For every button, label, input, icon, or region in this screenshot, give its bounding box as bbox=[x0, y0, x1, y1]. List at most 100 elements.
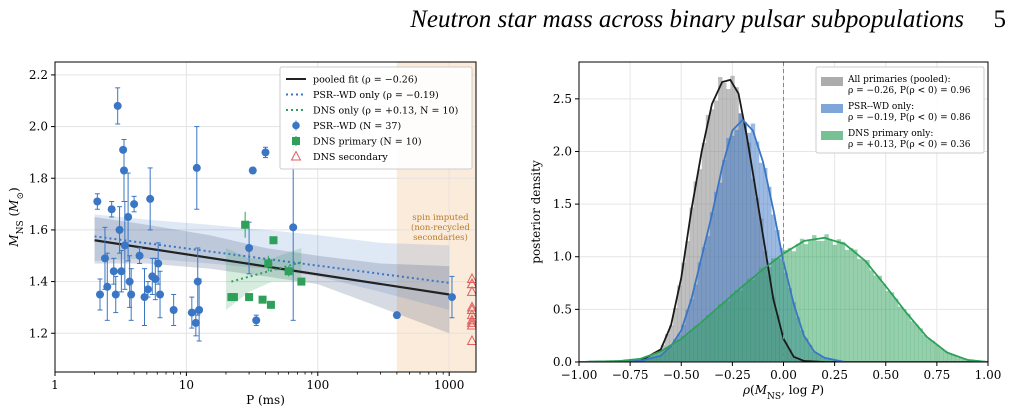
dns-hist-bar bbox=[656, 352, 662, 362]
legend-swatch-dns-secondary bbox=[290, 150, 302, 161]
dns-primary-point bbox=[229, 293, 238, 302]
psr-wd-marker bbox=[245, 244, 254, 252]
x-tick-label: −0.25 bbox=[714, 368, 751, 382]
dns-hist-bar bbox=[930, 340, 936, 362]
psr-wd-marker bbox=[392, 311, 401, 320]
psr-wd-hist-bar bbox=[697, 262, 702, 362]
y-tick-label: 2.0 bbox=[553, 144, 572, 158]
dns-hist-bar bbox=[701, 320, 707, 362]
dns-hist-bar bbox=[681, 336, 686, 362]
psr-wd-marker bbox=[187, 308, 196, 317]
y-tick-label: 1.6 bbox=[29, 223, 48, 237]
psr-wd-marker bbox=[120, 241, 129, 250]
psr-wd-point bbox=[447, 275, 456, 319]
dns-hist-bar bbox=[910, 321, 915, 362]
dns-primary-point bbox=[269, 236, 278, 245]
dns-hist-bar bbox=[705, 315, 711, 362]
page-number: 5 bbox=[993, 6, 1007, 33]
dns-primary-marker bbox=[245, 293, 254, 302]
imputed-annotation-line: (non-recycled bbox=[411, 222, 470, 233]
x-tick-label: 0.50 bbox=[872, 368, 899, 382]
psr-wd-marker bbox=[151, 275, 160, 283]
dns-hist-bar bbox=[902, 309, 907, 362]
x-tick-label: 0.00 bbox=[770, 368, 797, 382]
dns-hist-bar bbox=[865, 260, 870, 362]
dns-secondary-marker bbox=[466, 319, 476, 330]
dns-primary-marker bbox=[264, 259, 273, 268]
psr-wd-marker bbox=[130, 200, 139, 209]
dns-primary-marker bbox=[269, 236, 278, 245]
y-tick-label: 2.0 bbox=[29, 120, 48, 134]
imputed-annotation-line: spin imputed bbox=[412, 213, 469, 223]
dns-hist-bar bbox=[754, 275, 760, 362]
psr-wd-hist-bar bbox=[701, 247, 707, 362]
psr-wd-point bbox=[95, 278, 104, 311]
psr-wd-marker bbox=[117, 267, 126, 276]
psr-wd-marker bbox=[156, 290, 165, 299]
dns-hist-bar bbox=[947, 353, 952, 362]
psr-wd-point bbox=[107, 201, 116, 218]
y-tick-label: 1.4 bbox=[29, 275, 48, 289]
psr-wd-marker bbox=[192, 163, 201, 172]
psr-wd-marker bbox=[143, 285, 152, 294]
psr-wd-point bbox=[392, 311, 401, 320]
dns-primary-point bbox=[284, 266, 293, 277]
psr-wd-point bbox=[130, 195, 139, 213]
right-plot-area bbox=[579, 62, 988, 362]
pooled-hist-bar bbox=[677, 285, 682, 362]
dns-hist-bar bbox=[668, 345, 674, 362]
pooled-hist-bar bbox=[681, 262, 686, 362]
y-tick-label: 1.5 bbox=[553, 197, 572, 211]
dns-hist-bar bbox=[828, 239, 833, 362]
psr-wd-marker bbox=[119, 166, 128, 175]
imputed-annotation-line: secondaries) bbox=[413, 232, 468, 243]
psr-wd-point bbox=[140, 268, 149, 326]
legend-swatch-dns bbox=[821, 131, 843, 140]
dns-hist-bar bbox=[906, 313, 911, 362]
psr-wd-point bbox=[111, 275, 120, 314]
dns-hist-bar bbox=[742, 284, 747, 362]
psr-wd-point bbox=[135, 247, 144, 264]
psr-wd-marker bbox=[119, 145, 128, 154]
psr-wd-marker bbox=[195, 306, 204, 314]
dns-hist-bar bbox=[893, 298, 899, 362]
psr-wd-marker bbox=[111, 290, 120, 299]
legend-label: DNS primary (N = 10) bbox=[313, 137, 422, 148]
psr-wd-marker bbox=[140, 293, 149, 302]
dns-hist-bar bbox=[869, 270, 874, 362]
dns-secondary-marker bbox=[466, 278, 476, 289]
dns-hist-bar bbox=[722, 302, 727, 362]
psr-wd-point bbox=[169, 294, 178, 326]
dns-hist-bar bbox=[689, 330, 694, 362]
dns-hist-bar bbox=[697, 324, 702, 362]
dns-hist-bar bbox=[885, 291, 891, 362]
y-tick-label: 1.0 bbox=[553, 250, 572, 264]
y-axis-label: MNS (M⊙) bbox=[7, 187, 26, 247]
psr-wd-hist-bar bbox=[742, 124, 747, 362]
dns-primary-marker bbox=[297, 277, 306, 286]
dns-hist-bar bbox=[730, 293, 735, 362]
psr-wd-point bbox=[187, 296, 196, 329]
psr-wd-point bbox=[103, 252, 112, 321]
psr-wd-point bbox=[252, 314, 261, 326]
pooled-hist-bar bbox=[685, 241, 690, 362]
psr-wd-marker bbox=[289, 223, 298, 232]
y-axis-label: posterior density bbox=[529, 160, 543, 264]
dns-hist-bar bbox=[734, 290, 739, 362]
dns-hist-bar bbox=[938, 348, 944, 362]
psr-wd-point bbox=[109, 257, 118, 285]
psr-wd-marker bbox=[261, 148, 270, 157]
psr-wd-point bbox=[115, 206, 124, 254]
dns-hist-bar bbox=[763, 269, 768, 362]
dns-hist-bar bbox=[820, 240, 825, 362]
dns-secondary-marker bbox=[466, 272, 476, 283]
psr-wd-point bbox=[192, 126, 201, 210]
dns-hist-bar bbox=[898, 306, 903, 362]
legend-box bbox=[815, 66, 985, 154]
x-tick-label: 100 bbox=[306, 378, 329, 392]
x-tick-label: 10 bbox=[179, 378, 194, 392]
psr-wd-point bbox=[124, 172, 133, 262]
dns-hist-bar bbox=[848, 247, 854, 362]
psr-wd-hist-bar bbox=[709, 212, 715, 362]
